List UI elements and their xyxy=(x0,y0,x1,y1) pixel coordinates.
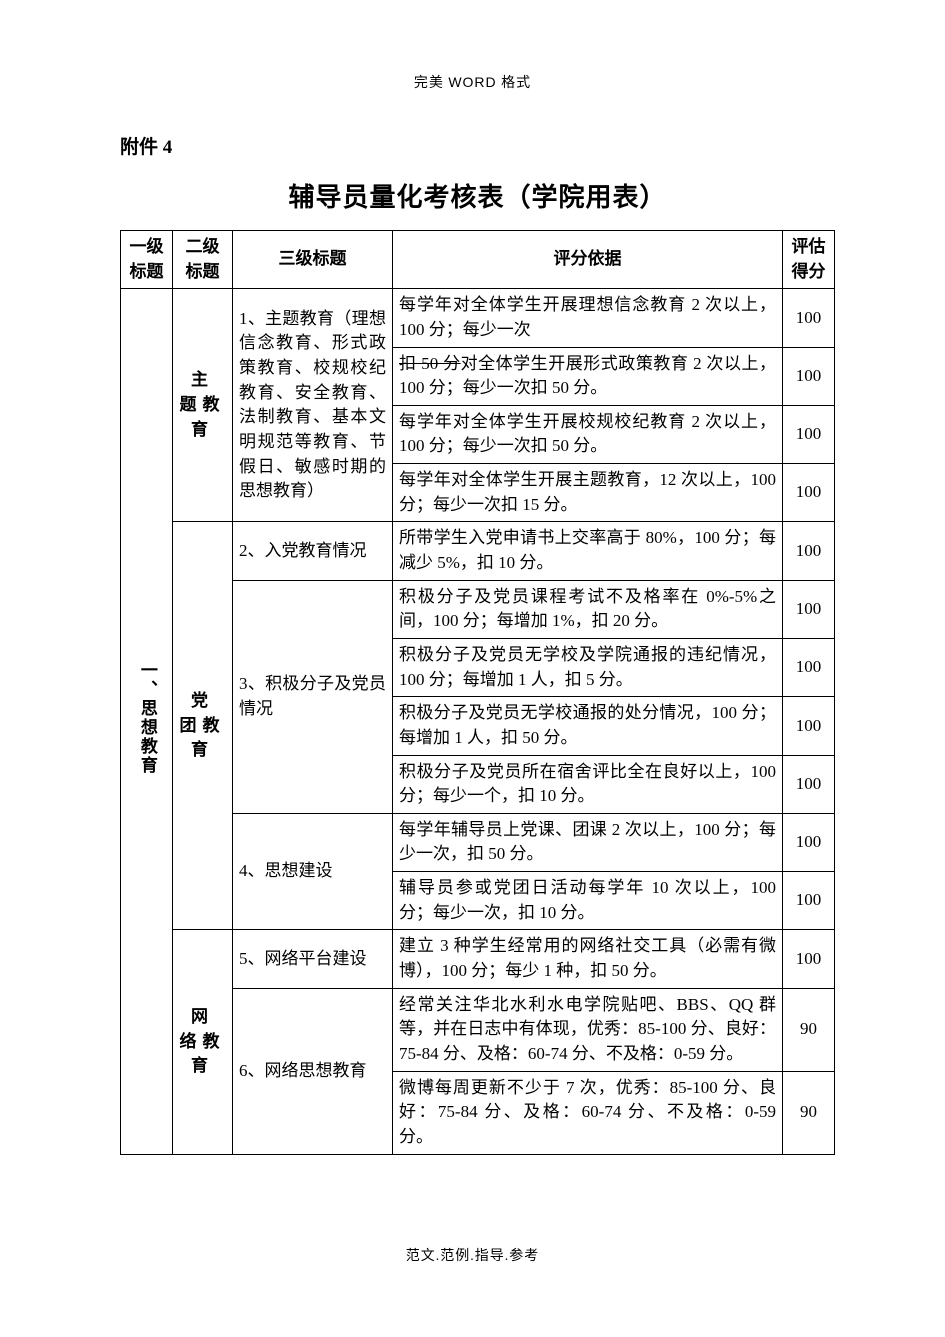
level2-c: 网 络教 育 xyxy=(173,930,233,1154)
level3-r6: 6、网络思想教育 xyxy=(233,988,393,1154)
score-cell: 100 xyxy=(783,638,835,696)
score-cell: 100 xyxy=(783,464,835,522)
level3-r3: 3、积极分子及党员情况 xyxy=(233,580,393,813)
score-cell: 100 xyxy=(783,813,835,871)
col-header-2: 二级标题 xyxy=(173,231,233,289)
criteria-cell: 积极分子及党员无学校及学院通报的违纪情况，100 分；每增加 1 人，扣 5 分… xyxy=(393,638,783,696)
criteria-cell: 扣 50 分对全体学生开展形式政策教育 2 次以上，100 分；每少一次扣 50… xyxy=(393,347,783,405)
attachment-label: 附件 4 xyxy=(120,132,835,159)
level1-cell: 一、思想教育 xyxy=(121,289,173,1154)
page-footer: 范文.范例.指导.参考 xyxy=(0,1245,945,1265)
score-cell: 100 xyxy=(783,755,835,813)
level3-r2: 2、入党教育情况 xyxy=(233,522,393,580)
header-cn: 完美 xyxy=(414,76,444,91)
criteria-cell: 积极分子及党员所在宿舍评比全在良好以上，100 分；每少一个，扣 10 分。 xyxy=(393,755,783,813)
table-header-row: 一级标题 二级标题 三级标题 评分依据 评估得分 xyxy=(121,231,835,289)
score-cell: 100 xyxy=(783,580,835,638)
score-cell: 100 xyxy=(783,405,835,463)
level3-r4: 4、思想建设 xyxy=(233,813,393,930)
table-row: 网 络教 育 5、网络平台建设 建立 3 种学生经常用的网络社交工具（必需有微博… xyxy=(121,930,835,988)
header-suffix: 格式 xyxy=(501,76,531,91)
criteria-cell: 所带学生入党申请书上交率高于 80%，100 分；每减少 5%，扣 10 分。 xyxy=(393,522,783,580)
score-cell: 90 xyxy=(783,988,835,1071)
page-title: 辅导员量化考核表（学院用表） xyxy=(120,177,835,214)
criteria-cell: 建立 3 种学生经常用的网络社交工具（必需有微博），100 分；每少 1 种，扣… xyxy=(393,930,783,988)
col-header-1: 一级标题 xyxy=(121,231,173,289)
table-row: 党 团教 育 2、入党教育情况 所带学生入党申请书上交率高于 80%，100 分… xyxy=(121,522,835,580)
col-header-5: 评估得分 xyxy=(783,231,835,289)
col-header-4: 评分依据 xyxy=(393,231,783,289)
score-cell: 100 xyxy=(783,289,835,347)
page-header: 完美 WORD 格式 xyxy=(0,0,945,92)
score-cell: 100 xyxy=(783,522,835,580)
criteria-cell: 每学年对全体学生开展理想信念教育 2 次以上，100 分；每少一次 xyxy=(393,289,783,347)
col-header-3: 三级标题 xyxy=(233,231,393,289)
score-cell: 100 xyxy=(783,347,835,405)
score-cell: 90 xyxy=(783,1071,835,1154)
criteria-cell: 辅导员参或党团日活动每学年 10 次以上，100 分；每少一次，扣 10 分。 xyxy=(393,872,783,930)
criteria-cell: 每学年对全体学生开展主题教育，12 次以上，100 分；每少一次扣 15 分。 xyxy=(393,464,783,522)
level2-a: 主 题教 育 xyxy=(173,289,233,522)
criteria-cell: 经常关注华北水利水电学院贴吧、BBS、QQ 群等，并在日志中有体现，优秀：85-… xyxy=(393,988,783,1071)
criteria-cell: 每学年辅导员上党课、团课 2 次以上，100 分；每少一次，扣 50 分。 xyxy=(393,813,783,871)
level3-r5: 5、网络平台建设 xyxy=(233,930,393,988)
criteria-cell: 积极分子及党员课程考试不及格率在 0%-5%之间，100 分；每增加 1%，扣 … xyxy=(393,580,783,638)
score-cell: 100 xyxy=(783,872,835,930)
level3-r1: 1、主题教育（理想信念教育、形式政策教育、校规校纪教育、安全教育、法制教育、基本… xyxy=(233,289,393,522)
assessment-table: 一级标题 二级标题 三级标题 评分依据 评估得分 一、思想教育 主 题教 育 1… xyxy=(120,230,835,1155)
score-cell: 100 xyxy=(783,697,835,755)
table-row: 一、思想教育 主 题教 育 1、主题教育（理想信念教育、形式政策教育、校规校纪教… xyxy=(121,289,835,347)
content-area: 附件 4 辅导员量化考核表（学院用表） 一级标题 二级标题 三级标题 评分依据 … xyxy=(0,92,945,1155)
level2-b: 党 团教 育 xyxy=(173,522,233,930)
criteria-cell: 积极分子及党员无学校通报的处分情况，100 分；每增加 1 人，扣 50 分。 xyxy=(393,697,783,755)
criteria-cell: 微博每周更新不少于 7 次，优秀：85-100 分、良好：75-84 分、及格：… xyxy=(393,1071,783,1154)
score-cell: 100 xyxy=(783,930,835,988)
header-en: WORD xyxy=(448,74,496,90)
criteria-cell: 每学年对全体学生开展校规校纪教育 2 次以上，100 分；每少一次扣 50 分。 xyxy=(393,405,783,463)
